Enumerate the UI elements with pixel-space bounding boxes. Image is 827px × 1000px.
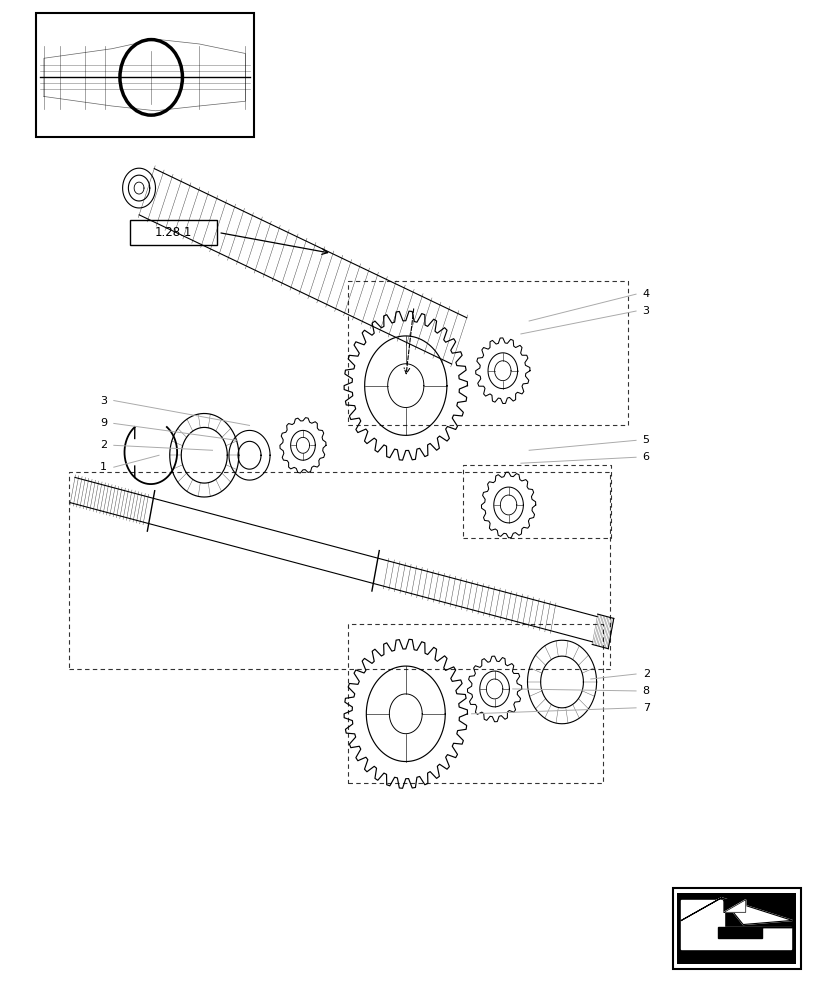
Polygon shape	[681, 898, 791, 925]
Text: 3: 3	[100, 396, 108, 406]
Text: 1.28.1: 1.28.1	[155, 226, 192, 239]
Polygon shape	[679, 938, 793, 959]
Text: 8: 8	[642, 686, 649, 696]
Text: 3: 3	[642, 306, 649, 316]
Text: 4: 4	[642, 289, 649, 299]
Polygon shape	[723, 900, 745, 912]
Bar	[672, 888, 800, 969]
Text: 2: 2	[100, 440, 108, 450]
Bar	[130, 220, 217, 245]
Text: 1: 1	[100, 462, 108, 472]
Bar	[36, 13, 253, 137]
Text: 2: 2	[642, 669, 649, 679]
Text: 7: 7	[642, 703, 649, 713]
Text: 6: 6	[642, 452, 649, 462]
Polygon shape	[723, 900, 745, 912]
Polygon shape	[681, 900, 790, 949]
Polygon shape	[717, 927, 791, 938]
Text: 5: 5	[642, 435, 649, 445]
Bar	[676, 893, 796, 964]
Text: 9: 9	[100, 418, 108, 428]
